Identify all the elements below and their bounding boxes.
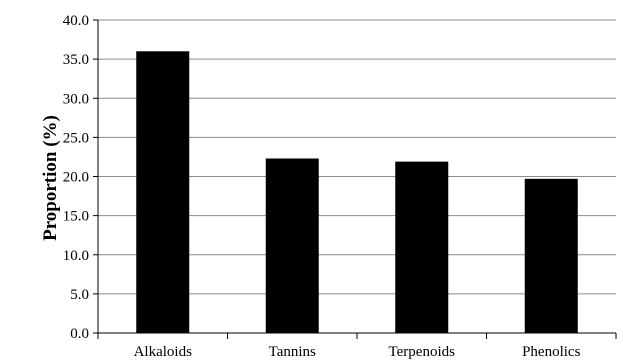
bar-tannins xyxy=(265,158,319,333)
y-tick-label: 40.0 xyxy=(63,13,89,29)
x-tick-label-alkaloids: Alkaloids xyxy=(134,344,192,360)
x-tick-labels: Alkaloids Tannins Terpenoids Phenolics xyxy=(134,344,581,360)
y-axis-title: Proportion (%) xyxy=(40,115,61,241)
y-tick-labels: 0.0 5.0 10.0 15.0 20.0 25.0 30.0 35.0 40.0 xyxy=(63,13,89,342)
axes xyxy=(93,19,617,339)
y-tick-label: 0.0 xyxy=(70,326,89,342)
x-tick-label-phenolics: Phenolics xyxy=(522,344,580,360)
y-tick-label: 5.0 xyxy=(70,287,89,303)
y-tick-label: 10.0 xyxy=(63,248,89,264)
y-tick-label: 35.0 xyxy=(63,52,89,68)
y-tick-label: 15.0 xyxy=(63,209,89,225)
bar-alkaloids xyxy=(136,51,190,334)
x-tick-label-tannins: Tannins xyxy=(269,344,316,360)
x-tick-label-terpenoids: Terpenoids xyxy=(389,344,456,360)
bar-phenolics xyxy=(524,178,578,333)
bar-terpenoids xyxy=(395,161,449,333)
bars xyxy=(136,51,578,334)
y-tick-label: 25.0 xyxy=(63,130,89,146)
y-tick-label: 30.0 xyxy=(63,91,89,107)
y-tick-label: 20.0 xyxy=(63,170,89,186)
